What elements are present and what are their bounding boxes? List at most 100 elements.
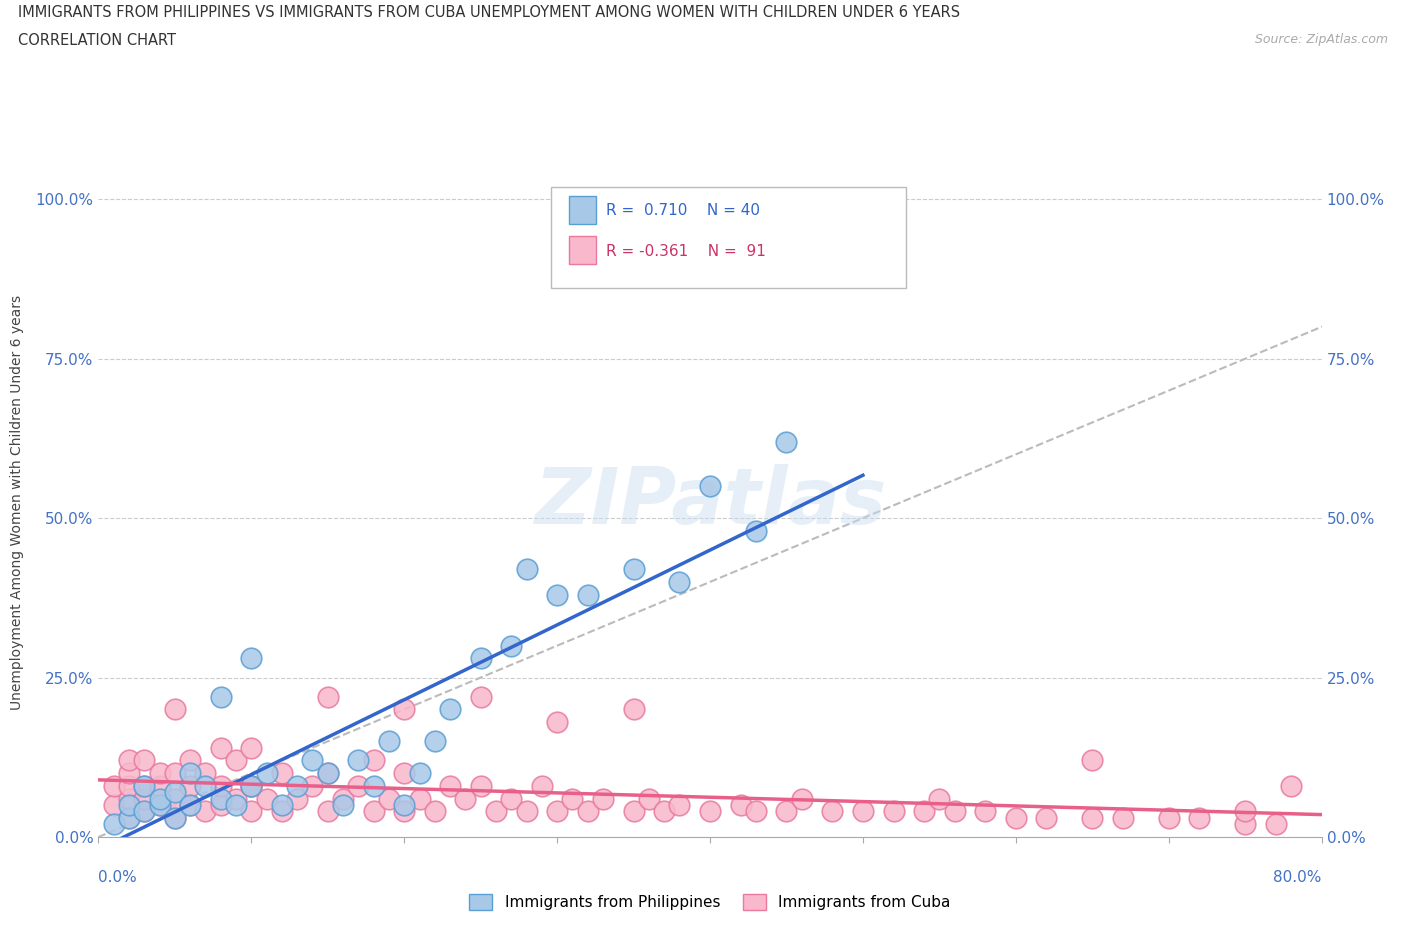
Point (821, 804, 844, 819)
Point (1188, 810, 1211, 825)
Point (209, 740, 232, 755)
Point (501, 791, 523, 806)
Point (974, 804, 997, 819)
Point (699, 804, 721, 819)
FancyBboxPatch shape (569, 236, 596, 264)
Point (852, 804, 875, 819)
Point (332, 791, 354, 806)
Point (1004, 810, 1026, 825)
Point (179, 798, 201, 813)
Y-axis label: Unemployment Among Women with Children Under 6 years: Unemployment Among Women with Children U… (10, 295, 24, 710)
Point (149, 798, 172, 813)
Point (270, 765, 292, 780)
Point (163, 702, 186, 717)
Point (103, 778, 125, 793)
Point (668, 798, 690, 813)
Point (485, 804, 508, 819)
Point (225, 798, 247, 813)
Point (240, 740, 263, 755)
Point (943, 804, 966, 819)
Point (285, 778, 308, 793)
Point (149, 765, 172, 780)
Point (652, 804, 675, 819)
Point (592, 791, 614, 806)
Point (118, 798, 141, 813)
Point (1112, 810, 1135, 825)
Text: ZIPatlas: ZIPatlas (534, 464, 886, 540)
Point (439, 778, 461, 793)
Point (240, 778, 263, 793)
Text: R = -0.361    N =  91: R = -0.361 N = 91 (606, 244, 766, 259)
Point (240, 651, 263, 666)
Point (179, 765, 201, 780)
Point (134, 753, 156, 768)
Point (408, 765, 430, 780)
Point (745, 804, 768, 819)
Point (163, 791, 186, 806)
Point (623, 702, 645, 717)
Point (1234, 817, 1257, 831)
Point (623, 562, 645, 577)
Point (301, 778, 323, 793)
Point (134, 778, 156, 793)
Point (179, 753, 201, 768)
Point (454, 791, 477, 806)
Point (270, 798, 292, 813)
Point (316, 765, 339, 780)
Point (118, 778, 141, 793)
Point (118, 791, 141, 806)
Point (134, 778, 156, 793)
Text: Source: ZipAtlas.com: Source: ZipAtlas.com (1254, 33, 1388, 46)
Point (118, 810, 141, 825)
Point (1279, 778, 1302, 793)
Point (163, 785, 186, 800)
Point (637, 791, 661, 806)
Point (332, 798, 354, 813)
Point (1157, 810, 1180, 825)
Point (423, 804, 446, 819)
Point (163, 810, 186, 825)
Point (347, 778, 370, 793)
Point (240, 778, 263, 793)
Point (149, 778, 172, 793)
Point (546, 804, 568, 819)
Point (730, 798, 752, 813)
Point (209, 689, 232, 704)
Point (118, 753, 141, 768)
Point (516, 562, 538, 577)
Point (576, 587, 599, 602)
Point (194, 765, 217, 780)
Point (928, 791, 950, 806)
Point (149, 798, 172, 813)
Point (240, 804, 263, 819)
Point (103, 798, 125, 813)
Point (392, 798, 416, 813)
Point (363, 804, 385, 819)
Point (378, 734, 401, 749)
Point (347, 753, 370, 768)
Point (576, 804, 599, 819)
Point (134, 791, 156, 806)
Legend: Immigrants from Philippines, Immigrants from Cuba: Immigrants from Philippines, Immigrants … (464, 888, 956, 916)
Point (285, 791, 308, 806)
Point (439, 702, 461, 717)
Point (316, 689, 339, 704)
Point (225, 753, 247, 768)
Point (775, 804, 797, 819)
Point (225, 791, 247, 806)
Point (363, 753, 385, 768)
Point (118, 765, 141, 780)
Point (363, 778, 385, 793)
Point (912, 804, 935, 819)
Point (103, 817, 125, 831)
Point (883, 804, 905, 819)
Point (163, 765, 186, 780)
FancyBboxPatch shape (569, 196, 596, 224)
Point (118, 810, 141, 825)
Point (392, 702, 416, 717)
Point (516, 804, 538, 819)
Point (209, 798, 232, 813)
Point (699, 479, 721, 494)
Point (423, 734, 446, 749)
Point (209, 791, 232, 806)
